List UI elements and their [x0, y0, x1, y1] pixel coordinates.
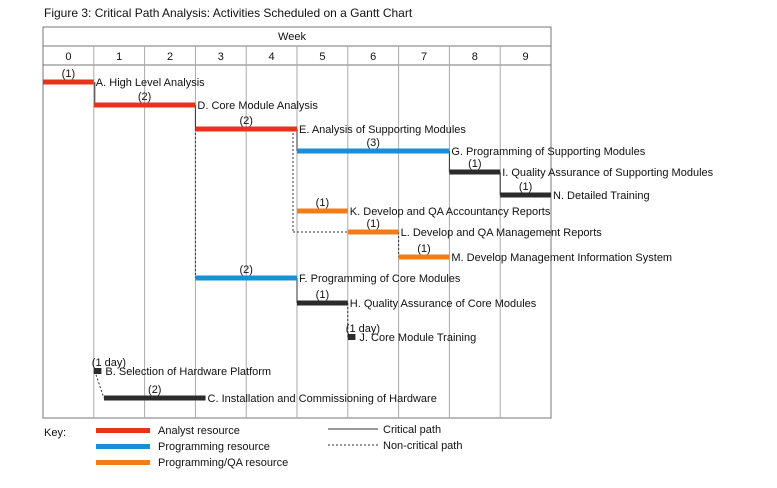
week-ticks: 0 1 2 3 4 5 6 7 8 9: [65, 51, 528, 63]
key-swatch-analyst: [96, 428, 150, 433]
non-critical-path-line: [94, 370, 105, 399]
activity-label-n: N. Detailed Training: [553, 190, 650, 202]
activity-label-m: M. Develop Management Information System: [451, 252, 672, 264]
duration-label-d: (2): [138, 91, 151, 103]
week-tick-label: 0: [65, 51, 71, 63]
activity-bar-h: [297, 300, 348, 306]
duration-label-m: (1): [417, 243, 430, 255]
activity-bars: [43, 79, 551, 401]
week-tick-label: 2: [167, 51, 173, 63]
week-tick-label: 1: [116, 51, 122, 63]
duration-label-k: (1): [316, 197, 329, 209]
key-resource-label: Programming/QA resource: [158, 457, 288, 469]
activity-bar-c: [103, 395, 206, 401]
week-tick-label: 6: [370, 51, 376, 63]
duration-label-g: (3): [366, 137, 379, 149]
week-axis-label: Week: [278, 31, 306, 43]
key-resource-label: Programming resource: [158, 441, 270, 453]
duration-label-e: (2): [239, 115, 252, 127]
activity-label-j: J. Core Module Training: [359, 332, 476, 344]
duration-label-b: (1 day): [92, 357, 126, 369]
activity-bar-a: [43, 79, 94, 85]
duration-label-n: (1): [519, 181, 532, 193]
duration-label-j: (1 day): [346, 323, 380, 335]
week-tick-label: 5: [319, 51, 325, 63]
activity-bar-k: [297, 208, 348, 214]
week-tick-label: 7: [421, 51, 427, 63]
activity-bar-b: [93, 368, 102, 374]
chart-key: Key: Analyst resource Programming resource…: [44, 424, 462, 469]
duration-label-i: (1): [468, 158, 481, 170]
activity-bar-m: [398, 254, 450, 260]
activity-label-f: F. Programming of Core Modules: [299, 273, 461, 285]
path-connectors: [94, 82, 501, 399]
duration-label-l: (1): [366, 218, 379, 230]
week-tick-label: 4: [269, 51, 275, 63]
key-title: Key:: [44, 427, 66, 439]
duration-label-c: (2): [148, 384, 161, 396]
activity-bar-f: [195, 275, 297, 281]
key-swatch-programming_qa: [96, 460, 150, 465]
activity-bar-i: [449, 169, 501, 175]
activity-label-e: E. Analysis of Supporting Modules: [299, 124, 466, 136]
week-tick-label: 3: [218, 51, 224, 63]
activity-bar-e: [195, 126, 297, 132]
key-path-label: Critical path: [383, 424, 441, 436]
activity-label-l: L. Develop and QA Management Reports: [401, 227, 603, 239]
duration-label-f: (2): [239, 264, 252, 276]
duration-label-a: (1): [62, 68, 75, 80]
activity-bar-g: [297, 148, 450, 154]
activity-bar-j: [347, 334, 356, 340]
figure-title: Figure 3: Critical Path Analysis: Activi…: [44, 6, 413, 20]
activity-label-i: I. Quality Assurance of Supporting Modul…: [502, 167, 713, 179]
key-path-label: Non-critical path: [383, 440, 462, 452]
week-tick-label: 9: [523, 51, 529, 63]
activity-label-h: H. Quality Assurance of Core Modules: [350, 298, 537, 310]
activity-labels: (1) A. High Level Analysis (2) D. Core Modu…: [62, 68, 714, 405]
week-tick-label: 8: [472, 51, 478, 63]
activity-bar-d: [93, 102, 196, 108]
duration-label-h: (1): [316, 289, 329, 301]
activity-label-c: C. Installation and Commissioning of Har…: [208, 393, 437, 405]
activity-label-g: G. Programming of Supporting Modules: [451, 146, 645, 158]
activity-bar-n: [500, 192, 551, 198]
activity-label-k: K. Develop and QA Accountancy Reports: [350, 206, 551, 218]
activity-bar-l: [347, 229, 399, 235]
key-swatch-programming: [96, 444, 150, 449]
activity-label-d: D. Core Module Analysis: [197, 100, 318, 112]
activity-label-b: B. Selection of Hardware Platform: [105, 366, 271, 378]
activity-label-a: A. High Level Analysis: [96, 77, 205, 89]
key-resource-label: Analyst resource: [158, 425, 240, 437]
